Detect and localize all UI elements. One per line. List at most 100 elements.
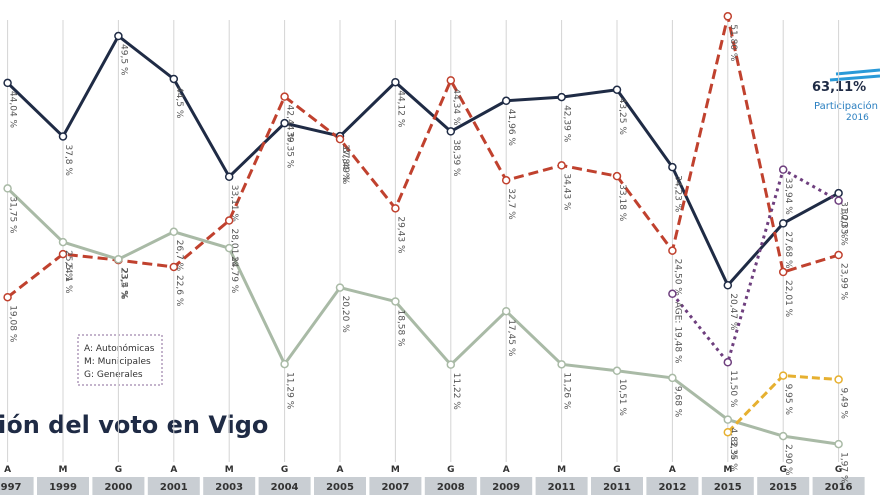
- x-tick-label: 2009: [492, 482, 520, 493]
- point: [501, 96, 511, 106]
- value-label: 4,82 %: [728, 428, 738, 460]
- election-type: G: [613, 465, 620, 475]
- value-label: 32,7 %: [506, 188, 516, 220]
- value-label: 31,75 %: [8, 196, 18, 234]
- value-label: 42,39 %: [562, 105, 572, 143]
- legend-box: [77, 334, 163, 386]
- election-type: M: [723, 465, 732, 475]
- point: [3, 292, 12, 302]
- point: [280, 92, 289, 101]
- legend-item: G: Generales: [84, 370, 143, 380]
- x-tick-label: 2016: [825, 482, 853, 493]
- point: [3, 184, 12, 193]
- value-label: 20,47 %: [728, 293, 738, 331]
- value-label: AGE: 19,48 %: [672, 302, 682, 364]
- point: [612, 85, 622, 94]
- election-type: G: [447, 465, 454, 475]
- value-label: 28,01 %: [229, 229, 239, 267]
- value-label: 25,5 %: [63, 250, 73, 282]
- value-label: 24,1 %: [63, 262, 73, 294]
- value-label: 43,25 %: [617, 98, 627, 136]
- participation-stripe: [829, 74, 880, 82]
- value-label: 37,8 %: [63, 144, 73, 176]
- x-tick-label: 2000: [104, 482, 132, 493]
- x-tick-label: 2011: [548, 482, 576, 493]
- value-label: 26,7 %: [174, 240, 184, 272]
- election-type: M: [391, 465, 400, 475]
- x-tick-label: 2008: [437, 482, 465, 493]
- value-label: 11,22 %: [451, 373, 461, 411]
- participation-label: Participación: [814, 100, 878, 112]
- year-box: [314, 477, 366, 495]
- value-label: 37,49 %: [340, 147, 350, 185]
- point: [723, 281, 733, 290]
- point: [668, 246, 677, 255]
- point: [668, 162, 677, 172]
- value-label: 41,96 %: [506, 109, 516, 147]
- value-label: 18,58 %: [395, 309, 405, 347]
- legend-item: A: Autonómicas: [84, 343, 155, 354]
- point: [446, 360, 456, 369]
- election-type: G: [780, 465, 787, 475]
- year-box: [646, 477, 699, 495]
- election-type: A: [337, 465, 344, 475]
- point: [723, 415, 733, 424]
- point: [723, 12, 733, 21]
- point: [446, 127, 456, 136]
- value-label: 42,44 %: [285, 105, 295, 143]
- year-box: [701, 477, 754, 495]
- point: [612, 171, 622, 181]
- election-type: M: [59, 465, 68, 475]
- axis-layer: A 1997 M 1999 G 2000 A 2001 M 2003 G 2004 A 2005 M 2007…: [0, 20, 865, 495]
- election-type: G: [835, 465, 842, 475]
- point: [557, 92, 566, 102]
- year-box: [147, 477, 200, 495]
- point: [3, 78, 12, 88]
- value-label: 34,43 %: [562, 173, 572, 211]
- participation-stripe: [835, 68, 880, 76]
- x-tick-label: 1997: [0, 482, 22, 493]
- x-tick-label: 1999: [49, 482, 77, 493]
- series-line: [6, 15, 840, 299]
- point: [114, 31, 123, 41]
- value-label: 10,51 %: [617, 379, 627, 417]
- year-box: [535, 477, 588, 495]
- value-label: 23,5 %: [118, 267, 128, 299]
- point: [778, 267, 788, 277]
- x-tick-label: 2003: [215, 482, 243, 493]
- legend-item: M: Municipales: [84, 357, 151, 367]
- value-label: 19,08 %: [8, 305, 18, 343]
- point: [280, 118, 289, 128]
- x-tick-label: 2004: [271, 482, 299, 493]
- point: [612, 366, 622, 376]
- value-label: 39,35 %: [285, 131, 295, 169]
- value-label: 24,79 %: [229, 256, 239, 294]
- point: [335, 283, 345, 292]
- value-label: 11,50 %: [728, 370, 738, 408]
- value-label: 22,6 %: [174, 275, 184, 307]
- value-label: 24,50 %: [672, 259, 682, 297]
- value-label: 17,45 %: [506, 319, 516, 357]
- year-box: [258, 477, 311, 495]
- participation-year: 2016: [846, 113, 869, 123]
- value-label: 22,01 %: [783, 280, 793, 318]
- value-label: 27,68 %: [783, 231, 793, 269]
- value-label: 38,39 %: [451, 139, 461, 177]
- year-box: [203, 477, 256, 495]
- point: [224, 243, 234, 253]
- series-line: [671, 167, 840, 366]
- election-type: M: [557, 465, 566, 475]
- year-box: [369, 477, 422, 495]
- point: [501, 176, 511, 185]
- point: [557, 161, 566, 170]
- value-label: 2,90 %: [783, 444, 793, 476]
- value-label: 29,43 %: [395, 216, 405, 254]
- x-tick-label: 2007: [381, 482, 409, 493]
- value-label: 9,95 %: [783, 384, 793, 416]
- point: [224, 172, 234, 182]
- year-box: [37, 477, 89, 495]
- point: [335, 134, 345, 144]
- x-tick-label: 2012: [658, 482, 686, 493]
- point: [778, 431, 788, 441]
- point: [58, 249, 68, 259]
